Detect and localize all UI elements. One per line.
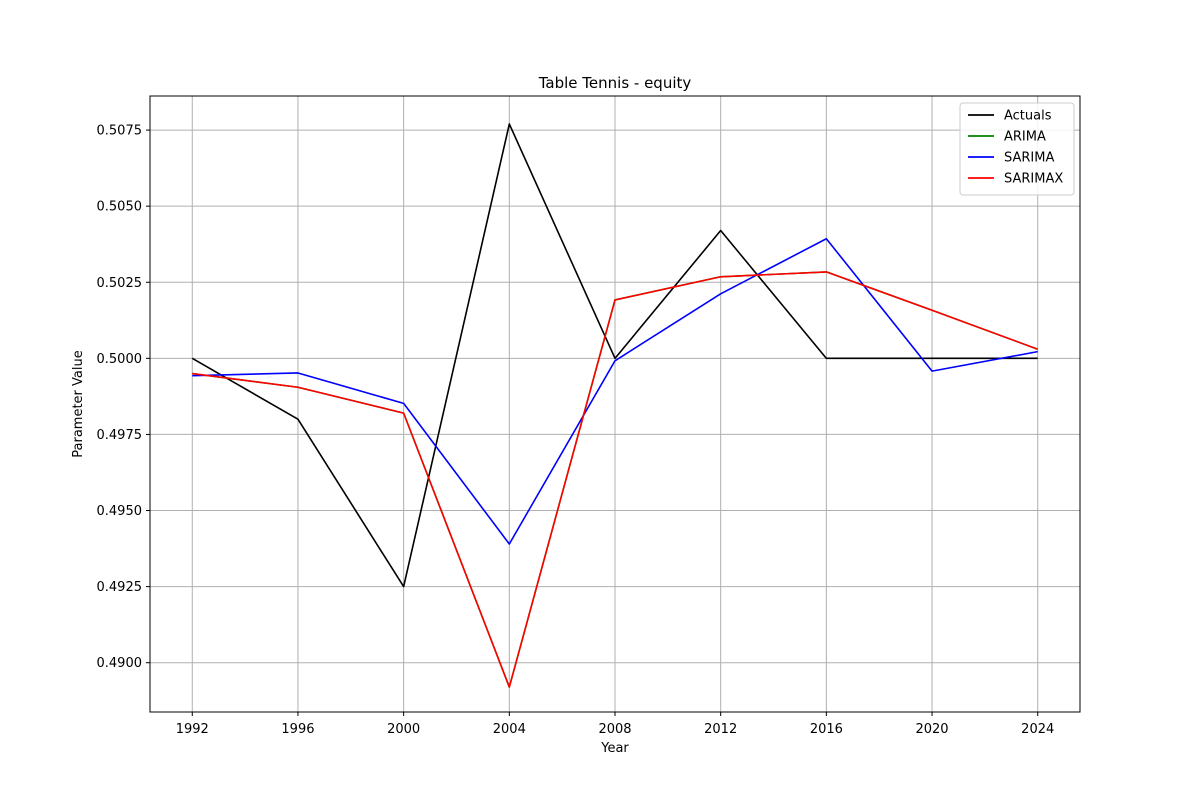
x-tick-label: 2016 (810, 722, 843, 737)
axis-ticks: 1992 1996 2000 2004 2008 2012 2016 2020 2024 0.49… (97, 124, 1055, 737)
legend: Actuals ARIMA SARIMA SARIMAX (959, 102, 1075, 196)
y-tick-label: 0.5000 (97, 352, 143, 367)
legend-label-arima: ARIMA (1004, 130, 1046, 145)
legend-label-sarimax: SARIMAX (1004, 172, 1063, 187)
y-tick-label: 0.4900 (97, 656, 143, 671)
x-tick-label: 1992 (176, 722, 209, 737)
chart-title: Table Tennis - equity (538, 74, 692, 92)
legend-box (959, 102, 1075, 196)
series-line-sarimax (192, 271, 1039, 688)
series-lines (191, 123, 1039, 688)
legend-label-actuals: Actuals (1004, 109, 1052, 124)
x-tick-label: 1996 (281, 722, 314, 737)
y-tick-label: 0.5050 (97, 200, 143, 215)
y-tick-label: 0.4925 (97, 580, 143, 595)
x-tick-label: 2000 (387, 722, 420, 737)
x-tick-label: 2004 (493, 722, 526, 737)
x-axis-label: Year (600, 741, 629, 756)
series-line-sarima (192, 237, 1038, 545)
y-tick-label: 0.4950 (97, 504, 143, 519)
series-line-actuals (191, 123, 1038, 588)
legend-label-sarima: SARIMA (1004, 151, 1054, 166)
x-tick-label: 2012 (704, 722, 737, 737)
y-tick-label: 0.5075 (97, 124, 143, 139)
x-tick-label: 2024 (1021, 722, 1054, 737)
y-axis-label: Parameter Value (71, 350, 86, 457)
y-tick-label: 0.5025 (97, 276, 143, 291)
y-tick-label: 0.4975 (97, 428, 143, 443)
x-tick-label: 2020 (915, 722, 948, 737)
grid (150, 96, 1080, 712)
x-tick-label: 2008 (598, 722, 631, 737)
